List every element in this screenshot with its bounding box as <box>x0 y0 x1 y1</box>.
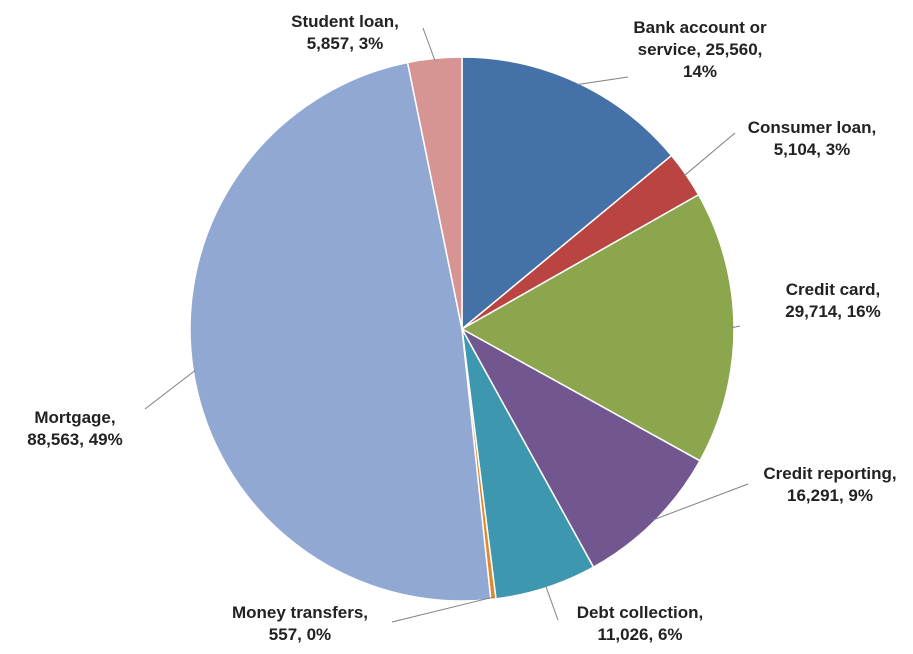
data-label-line: Credit reporting, <box>763 464 896 483</box>
data-label-line: Consumer loan, <box>748 118 876 137</box>
data-label-credit-card: Credit card, 29,714, 16% <box>785 280 880 321</box>
data-label-line: 14% <box>683 62 717 81</box>
data-labels: Bank account or service, 25,560, 14% Consum… <box>27 12 896 644</box>
data-label-student-loan: Student loan, 5,857, 3% <box>291 12 399 53</box>
leader-line-mortgage <box>144 369 196 410</box>
leader-line-bank-account-or-service <box>576 76 629 86</box>
data-label-line: Mortgage, <box>34 408 115 427</box>
data-label-line: 16,291, 9% <box>787 486 873 505</box>
data-label-line: 5,857, 3% <box>307 34 384 53</box>
leader-line-student-loan <box>422 27 436 61</box>
pie-slice-credit-reporting <box>460 327 701 569</box>
data-label-credit-reporting: Credit reporting, 16,291, 9% <box>763 464 896 505</box>
data-label-line: 5,104, 3% <box>774 140 851 159</box>
data-label-mortgage: Mortgage, 88,563, 49% <box>27 408 122 449</box>
data-label-line: service, 25,560, <box>638 40 763 59</box>
pie-slice-bank-account-or-service <box>461 56 673 331</box>
leader-line-credit-card <box>731 325 741 329</box>
data-label-consumer-loan: Consumer loan, 5,104, 3% <box>748 118 876 159</box>
data-label-line: 11,026, 6% <box>597 625 682 644</box>
leader-line-consumer-loan <box>683 132 736 177</box>
data-label-line: Money transfers, <box>232 603 368 622</box>
leader-line-money-transfers <box>391 596 494 623</box>
leader-line-credit-reporting <box>652 483 749 521</box>
pie-slice-mortgage <box>189 61 492 602</box>
data-label-bank-account-or-service: Bank account or service, 25,560, 14% <box>633 18 767 81</box>
data-label-line: Credit card, <box>786 280 880 299</box>
data-label-line: Debt collection, <box>577 603 704 622</box>
data-label-line: Student loan, <box>291 12 399 31</box>
leader-line-debt-collection <box>545 585 559 621</box>
data-label-line: Bank account or <box>633 18 767 37</box>
data-label-line: 88,563, 49% <box>27 430 122 449</box>
pie-slices <box>189 56 735 602</box>
data-label-debt-collection: Debt collection, 11,026, 6% <box>577 603 704 644</box>
data-label-line: 29,714, 16% <box>785 302 880 321</box>
data-label-money-transfers: Money transfers, 557, 0% <box>232 603 368 644</box>
data-label-line: 557, 0% <box>269 625 331 644</box>
leader-lines <box>144 27 749 623</box>
